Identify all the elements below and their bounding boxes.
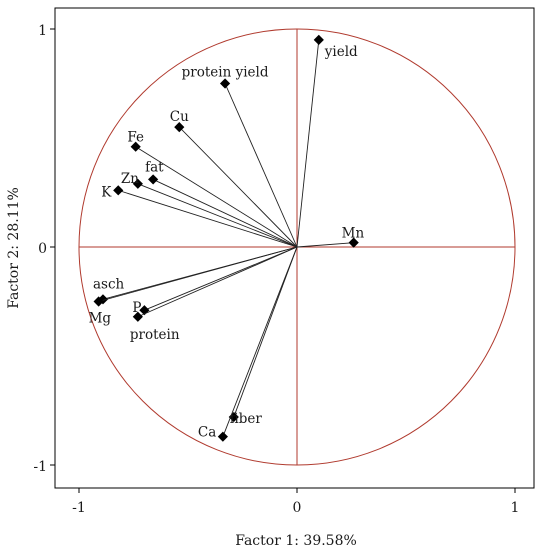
axis-ticks xyxy=(50,28,516,493)
y-tick-label: 0 xyxy=(38,241,47,257)
loading-vector xyxy=(222,246,298,437)
point-label: K xyxy=(101,184,112,200)
data-point xyxy=(132,178,143,189)
loading-vector xyxy=(224,83,298,248)
loading-vector xyxy=(144,246,298,311)
point-label: yield xyxy=(324,44,358,60)
loading-vector xyxy=(233,246,298,418)
point-label: Cu xyxy=(170,109,189,125)
point-label: fat xyxy=(145,159,164,175)
loading-vector xyxy=(118,189,298,248)
y-axis-label: Factor 2: 28.11% xyxy=(6,187,22,309)
point-label: Mn xyxy=(342,226,365,242)
point-label: P xyxy=(132,300,141,316)
point-label: Ca xyxy=(198,425,216,441)
loading-vector xyxy=(152,179,298,248)
y-tick-label: 1 xyxy=(38,23,47,39)
point-label: asch xyxy=(93,276,125,292)
loading-vector xyxy=(137,183,298,248)
data-point xyxy=(93,296,104,307)
point-label: protein yield xyxy=(182,65,269,81)
x-tick-label: -1 xyxy=(72,500,86,516)
loading-vector xyxy=(137,246,298,318)
x-tick-label: 0 xyxy=(293,500,302,516)
point-label: Mg xyxy=(89,311,112,327)
x-axis-label: Factor 1: 39.58% xyxy=(235,533,357,549)
data-point xyxy=(217,431,228,442)
y-tick-label: -1 xyxy=(33,459,47,475)
data-point xyxy=(132,311,143,322)
loading-vector xyxy=(135,146,298,248)
data-point xyxy=(113,185,124,196)
loading-vector xyxy=(178,126,298,248)
point-label: Fe xyxy=(127,130,144,146)
point-label: protein xyxy=(130,327,180,343)
loading-vector xyxy=(296,39,320,248)
point-label: fiber xyxy=(230,411,263,427)
loading-vector xyxy=(98,246,298,302)
data-point xyxy=(148,174,159,185)
data-point xyxy=(313,34,324,45)
x-tick-label: 1 xyxy=(511,500,520,516)
loading-vector xyxy=(296,242,354,248)
point-label: Zn xyxy=(121,171,139,187)
data-point xyxy=(219,78,231,89)
